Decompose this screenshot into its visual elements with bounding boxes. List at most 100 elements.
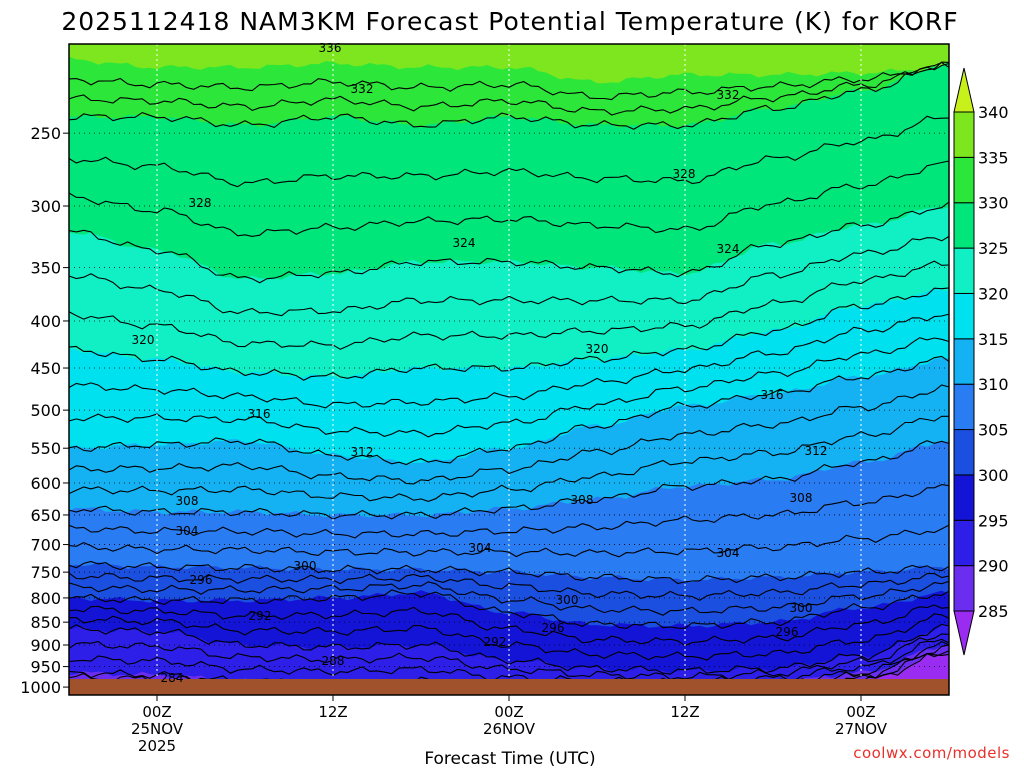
contour-line xyxy=(68,589,950,629)
colorbar-swatch xyxy=(953,247,975,294)
colorbar-swatch xyxy=(953,338,975,385)
band-fill-295 xyxy=(69,625,949,695)
colorbar-swatch xyxy=(953,474,975,521)
contour-label: 328 xyxy=(189,196,212,210)
y-tick-label: 450 xyxy=(30,359,61,378)
y-tick-label: 900 xyxy=(30,636,61,655)
contour-label: 324 xyxy=(717,242,740,256)
contour-line xyxy=(68,613,950,661)
contour-label: 320 xyxy=(132,333,155,347)
colorbar-swatch xyxy=(953,111,975,158)
contour-label: 336 xyxy=(319,41,342,55)
contour-label: 300 xyxy=(556,593,579,607)
y-tick-label: 400 xyxy=(30,312,61,331)
y-tick-label: 300 xyxy=(30,197,61,216)
colorbar-arrow-low xyxy=(953,610,975,656)
contour-label: 312 xyxy=(805,444,828,458)
contour-label: 284 xyxy=(161,671,184,685)
colorbar-label: 330 xyxy=(978,194,1009,213)
x-tick-label: 00Z xyxy=(142,703,171,721)
colorbar-swatch xyxy=(953,565,975,612)
y-axis: 250 300 350 400 450 500 550 600 650 700 750 800 850 9… xyxy=(20,124,69,697)
contour-label: 304 xyxy=(717,546,740,560)
contour-label: 308 xyxy=(176,494,199,508)
contour-label: 292 xyxy=(249,609,272,623)
chart-title: 2025112418 NAM3KM Forecast Potential Tem… xyxy=(61,7,958,36)
y-tick-label: 500 xyxy=(30,401,61,420)
x-tick-label: 00Z xyxy=(846,703,875,721)
contour-line xyxy=(68,440,950,520)
contour-label: 332 xyxy=(717,88,740,102)
contour-line xyxy=(68,638,950,688)
x-tick-label: 2025 xyxy=(138,737,176,755)
colorbar-label: 290 xyxy=(978,557,1009,576)
contour-label: 296 xyxy=(542,621,565,635)
credit-text: coolwx.com/models xyxy=(853,744,1010,762)
colorbar-swatch xyxy=(953,429,975,476)
colorbar-label: 340 xyxy=(978,103,1009,122)
contour-label: 320 xyxy=(586,342,609,356)
x-tick-label: 27NOV xyxy=(835,720,888,738)
contour-label: 296 xyxy=(190,573,213,587)
colorbar-label: 325 xyxy=(978,239,1009,258)
y-tick-label: 250 xyxy=(30,124,61,143)
colorbar-label: 315 xyxy=(978,330,1009,349)
colorbar-arrow-high xyxy=(953,67,975,113)
x-tick-label: 12Z xyxy=(670,703,699,721)
colorbar-swatch xyxy=(953,383,975,431)
colorbar-label: 300 xyxy=(978,466,1009,485)
y-tick-label: 700 xyxy=(30,536,61,555)
contour-label: 316 xyxy=(248,407,271,421)
y-tick-label: 800 xyxy=(30,589,61,608)
contour-label: 288 xyxy=(322,654,345,668)
contour-label: 332 xyxy=(351,82,374,96)
contour-label: 300 xyxy=(790,601,813,615)
y-tick-label: 650 xyxy=(30,506,61,525)
contour-line xyxy=(68,524,950,558)
contour-line xyxy=(68,235,950,317)
colorbar-swatch xyxy=(953,202,975,249)
contour-line xyxy=(68,201,950,284)
contour-line xyxy=(68,484,950,539)
contour-label: 304 xyxy=(176,524,199,538)
contour-line xyxy=(68,572,950,601)
contour-line xyxy=(68,61,950,101)
colorbar-swatch xyxy=(953,156,975,204)
y-tick-label: 350 xyxy=(30,259,61,278)
contour-label: 328 xyxy=(673,167,696,181)
x-tick-label: 25NOV xyxy=(131,720,184,738)
x-tick-label: 26NOV xyxy=(483,720,536,738)
colorbar-label: 285 xyxy=(978,602,1009,621)
colorbar: 285 290 295 300 305 310 315 320 325 330 335 340 xyxy=(953,67,1009,656)
contour-line xyxy=(68,61,950,116)
y-tick-label: 1000 xyxy=(20,678,61,697)
y-tick-label: 750 xyxy=(30,563,61,582)
colorbar-label: 305 xyxy=(978,421,1009,440)
contour-label: 296 xyxy=(776,625,799,639)
ground-strip xyxy=(69,679,949,695)
contour-line xyxy=(68,604,950,647)
colorbar-swatch xyxy=(953,519,975,567)
contour-label: 316 xyxy=(761,388,784,402)
contour-line xyxy=(68,115,950,188)
contour-line xyxy=(68,384,950,485)
colorbar-label: 310 xyxy=(978,375,1009,394)
contour-label: 312 xyxy=(351,445,374,459)
y-tick-label: 600 xyxy=(30,474,61,493)
contour-labels: 336 332 332 328 328 324 324 320 320 316 316 312 312 3… xyxy=(132,41,828,685)
colorbar-label: 295 xyxy=(978,511,1009,530)
colorbar-label: 320 xyxy=(978,284,1009,303)
contour-line xyxy=(68,313,950,409)
x-tick-label: 00Z xyxy=(494,703,523,721)
contour-line xyxy=(68,337,950,438)
contour-label: 324 xyxy=(453,236,476,250)
contour-label: 304 xyxy=(469,541,492,555)
colorbar-label: 335 xyxy=(978,148,1009,167)
x-axis-label: Forecast Time (UTC) xyxy=(424,749,595,768)
colorbar-swatch xyxy=(953,292,975,340)
contour-label: 308 xyxy=(790,491,813,505)
contour-label: 300 xyxy=(294,559,317,573)
y-tick-label: 850 xyxy=(30,613,61,632)
